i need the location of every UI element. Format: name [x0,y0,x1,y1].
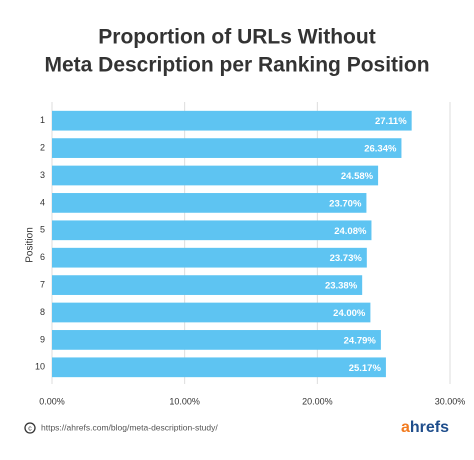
y-tick-label: 1 [40,115,45,125]
bar [52,165,379,186]
bar [52,247,367,268]
bar [52,193,367,213]
y-axis-label: Position [25,227,36,263]
y-tick-label: 8 [40,307,45,317]
x-tick-label: 30.00% [435,396,466,406]
value-label: 24.08% [334,226,367,237]
value-label: 23.38% [325,281,358,292]
y-tick-label: 2 [40,142,45,152]
bar [52,110,412,131]
y-tick-label: 6 [40,252,45,262]
brand-logo: ahrefs [401,419,449,436]
brand-part: hrefs [410,419,449,436]
x-tick-label: 10.00% [169,396,200,406]
y-tick-label: 9 [40,334,45,344]
brand-part: a [401,419,410,436]
value-label: 24.00% [333,308,366,319]
y-tick-label: 5 [40,225,45,235]
y-tick-label: 4 [40,197,45,207]
chart-title: Meta Description per Ranking Position [44,54,429,77]
bar [52,357,386,378]
bar [52,302,371,323]
value-label: 23.73% [330,253,363,264]
y-tick-label: 7 [40,279,45,289]
source-url: https://ahrefs.com/blog/meta-description… [41,422,218,432]
x-tick-label: 0.00% [39,396,65,406]
value-label: 26.34% [364,144,397,155]
value-label: 27.11% [375,116,407,127]
value-label: 24.58% [341,171,374,182]
bar [52,138,402,158]
bar [52,275,363,295]
footer: c https://ahrefs.com/blog/meta-descripti… [24,419,449,436]
value-label: 24.79% [344,335,377,346]
x-tick-label: 20.00% [302,396,333,406]
y-tick-label: 10 [35,362,45,372]
value-label: 23.70% [329,198,362,209]
copyright-icon [24,422,36,434]
value-label: 25.17% [349,363,382,374]
y-tick-label: 3 [40,170,45,180]
copyright-icon: c [28,425,32,432]
bar [52,220,372,241]
chart-title: Proportion of URLs Without [98,26,375,49]
bar [52,330,381,350]
